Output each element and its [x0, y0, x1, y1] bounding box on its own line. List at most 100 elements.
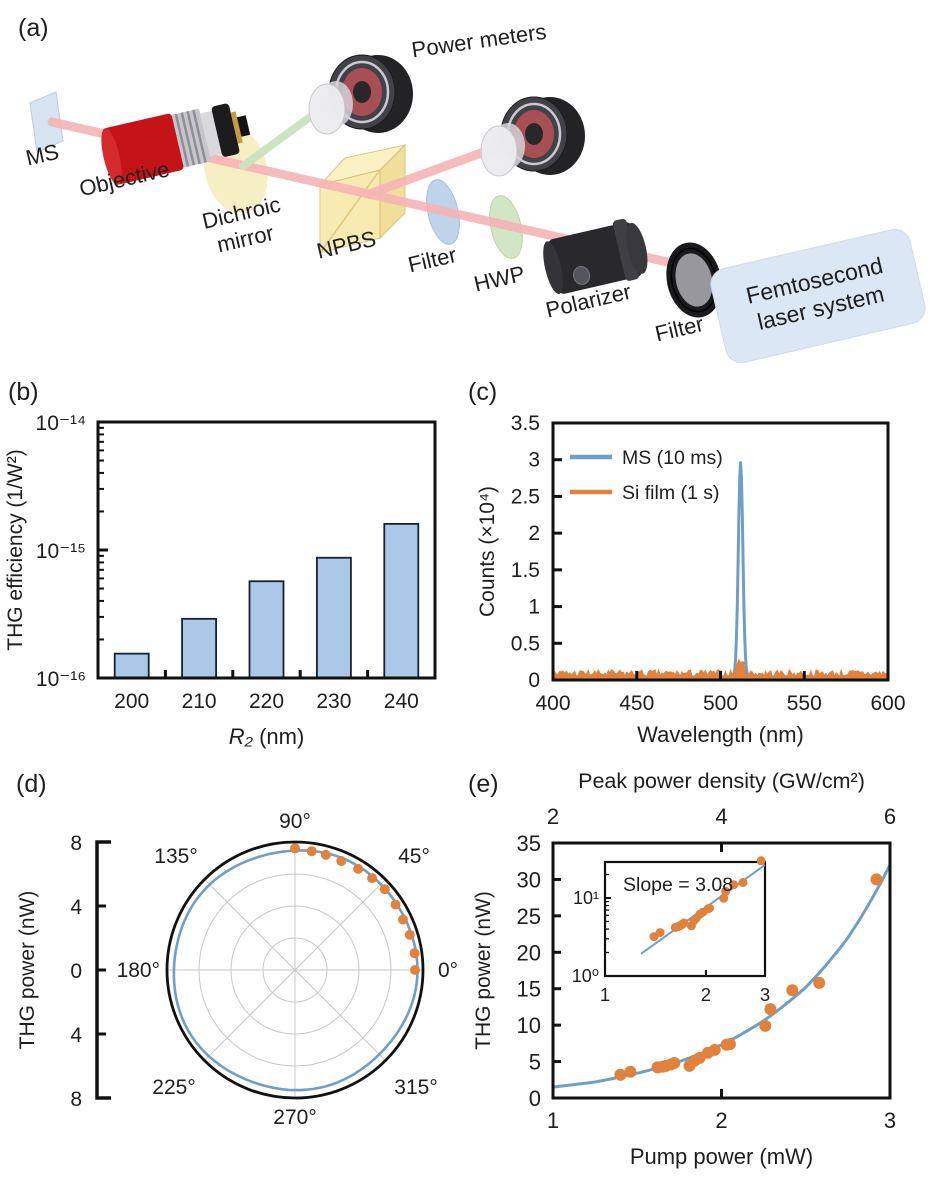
polar-data-point — [336, 856, 347, 866]
polar-data-point — [379, 884, 390, 895]
objective-lens — [101, 103, 251, 185]
radial-axis-title: THG power (nW) — [16, 891, 39, 1050]
y-tick-label: 30 — [517, 867, 541, 892]
inset-data-point — [738, 878, 748, 887]
data-point — [759, 1019, 772, 1032]
y-tick-label: 10⁻¹⁴ — [36, 412, 86, 435]
split-beam — [367, 141, 505, 198]
data-point — [870, 873, 883, 886]
polar-data-point — [390, 899, 401, 910]
x-tick-label: 240 — [384, 690, 419, 713]
y-axis-title: Counts (×10⁴) — [476, 486, 499, 617]
panel-d-polar-chart: 8 4 0 4 8 THG power (nW) 0° 45° 90° 135° 180° 225° 2… — [16, 770, 458, 1129]
y-tick-label: 1 — [528, 596, 540, 619]
panel-c-spectrum-chart: 400 450 500 550 600 0 0.5 1 1.5 2 2.5 3 3.5 MS (10 ms… — [468, 378, 906, 747]
panel-e-scatter-chart: 1 2 3 2 4 6 0 5 10 15 20 25 30 35 Pump power (mW) Peak … — [468, 769, 896, 1169]
legend-label: Si film (1 s) — [622, 482, 720, 504]
polar-data-point — [306, 846, 317, 857]
inset-data-point — [721, 886, 731, 896]
power-meter-2 — [480, 96, 585, 177]
polar-data-point — [398, 914, 408, 925]
filter1-label: Filter — [406, 242, 459, 277]
angle-label: 315° — [394, 1076, 437, 1099]
power-meter-1 — [308, 54, 413, 135]
inset-x-tick-label: 3 — [760, 984, 770, 1005]
angle-label: 90° — [279, 810, 311, 833]
panel-label-a: (a) — [18, 14, 49, 42]
x-tick-label: 1 — [547, 1108, 559, 1133]
bar — [315, 556, 352, 679]
data-point — [624, 1065, 637, 1078]
angle-label: 45° — [398, 845, 430, 868]
laser-system-box: Femtosecond laser system — [710, 228, 926, 364]
panel-b-bar-chart: 10⁻¹⁶ 10⁻¹⁵ 10⁻¹⁴ 200 210 220 230 240 R₂ (nm) THG… — [4, 378, 437, 749]
panel-label-c: (c) — [468, 378, 497, 406]
data-point — [764, 1003, 777, 1016]
polar-data-point — [410, 965, 420, 975]
panel-label-d: (d) — [16, 770, 47, 798]
x-tick-label: 2 — [715, 1108, 727, 1133]
y-axis-title: THG efficiency (1/W²) — [4, 449, 27, 650]
legend-label: MS (10 ms) — [622, 447, 723, 469]
polarizer-device — [543, 218, 648, 295]
ms-label: MS — [23, 139, 61, 171]
y-tick-label: 35 — [517, 831, 541, 856]
x-tick-label: 500 — [703, 692, 738, 715]
polar-data-point — [409, 948, 420, 959]
inset-data-point — [655, 928, 665, 938]
x-axis-title: R₂ (nm) — [229, 724, 305, 749]
bar — [383, 522, 420, 679]
angle-label: 0° — [438, 959, 458, 982]
y-tick-label: 3 — [528, 449, 540, 472]
x-tick-label: 210 — [182, 690, 217, 713]
panel-a-setup: Femtosecond laser system (a) Power meter… — [18, 14, 926, 364]
x-axis-title: Pump power (mW) — [630, 1144, 813, 1169]
angle-label: 270° — [273, 1106, 316, 1129]
series-ms — [552, 461, 889, 680]
top-x-tick-label: 4 — [715, 804, 727, 829]
angle-label: 180° — [117, 959, 160, 982]
x-tick-label: 400 — [535, 692, 570, 715]
inset-data-point — [729, 880, 739, 890]
top-x-tick-label: 6 — [884, 804, 896, 829]
panel-label-b: (b) — [8, 378, 39, 406]
data-point — [813, 976, 826, 989]
inset-data-point — [679, 918, 689, 928]
x-tick-label: 3 — [884, 1108, 896, 1133]
inset-y-tick-label: 10⁰ — [572, 966, 599, 986]
y-tick-label: 0 — [528, 669, 540, 692]
radial-tick-label: 4 — [70, 896, 82, 919]
data-point — [668, 1057, 681, 1069]
data-point — [723, 1038, 736, 1051]
data-point — [614, 1068, 627, 1081]
x-tick-label: 600 — [870, 692, 905, 715]
bar — [113, 652, 150, 679]
y-tick-label: 2.5 — [511, 485, 540, 508]
y-tick-label: 10⁻¹⁵ — [36, 540, 86, 563]
inset-x-tick-label: 1 — [600, 984, 610, 1005]
radial-tick-label: 0 — [70, 960, 82, 983]
y-tick-label: 20 — [517, 940, 541, 965]
polar-data-point — [290, 843, 300, 854]
y-axis-title: THG power (nW) — [472, 891, 495, 1050]
inset-y-tick-label: 10¹ — [573, 888, 599, 908]
x-tick-label: 550 — [787, 692, 822, 715]
radial-tick-label: 4 — [70, 1024, 82, 1047]
top-axis-title: Peak power density (GW/cm²) — [578, 769, 865, 793]
y-tick-label: 0 — [529, 1086, 541, 1111]
y-tick-label: 10⁻¹⁶ — [36, 668, 86, 691]
x-tick-label: 230 — [316, 690, 351, 713]
angle-label: 135° — [154, 845, 197, 868]
x-tick-label: 220 — [249, 690, 284, 713]
top-x-tick-label: 2 — [547, 804, 559, 829]
x-axis-title: Wavelength (nm) — [637, 722, 804, 747]
radial-tick-label: 8 — [70, 832, 82, 855]
x-tick-label: 450 — [619, 692, 654, 715]
polar-grid-spoke — [204, 879, 386, 1061]
power-meters-label: Power meters — [410, 19, 548, 63]
inset-slope-annotation: Slope = 3.08 — [623, 874, 733, 896]
radial-tick-label: 8 — [70, 1088, 82, 1111]
polar-data-point — [404, 929, 415, 940]
polar-data-point — [353, 863, 364, 874]
